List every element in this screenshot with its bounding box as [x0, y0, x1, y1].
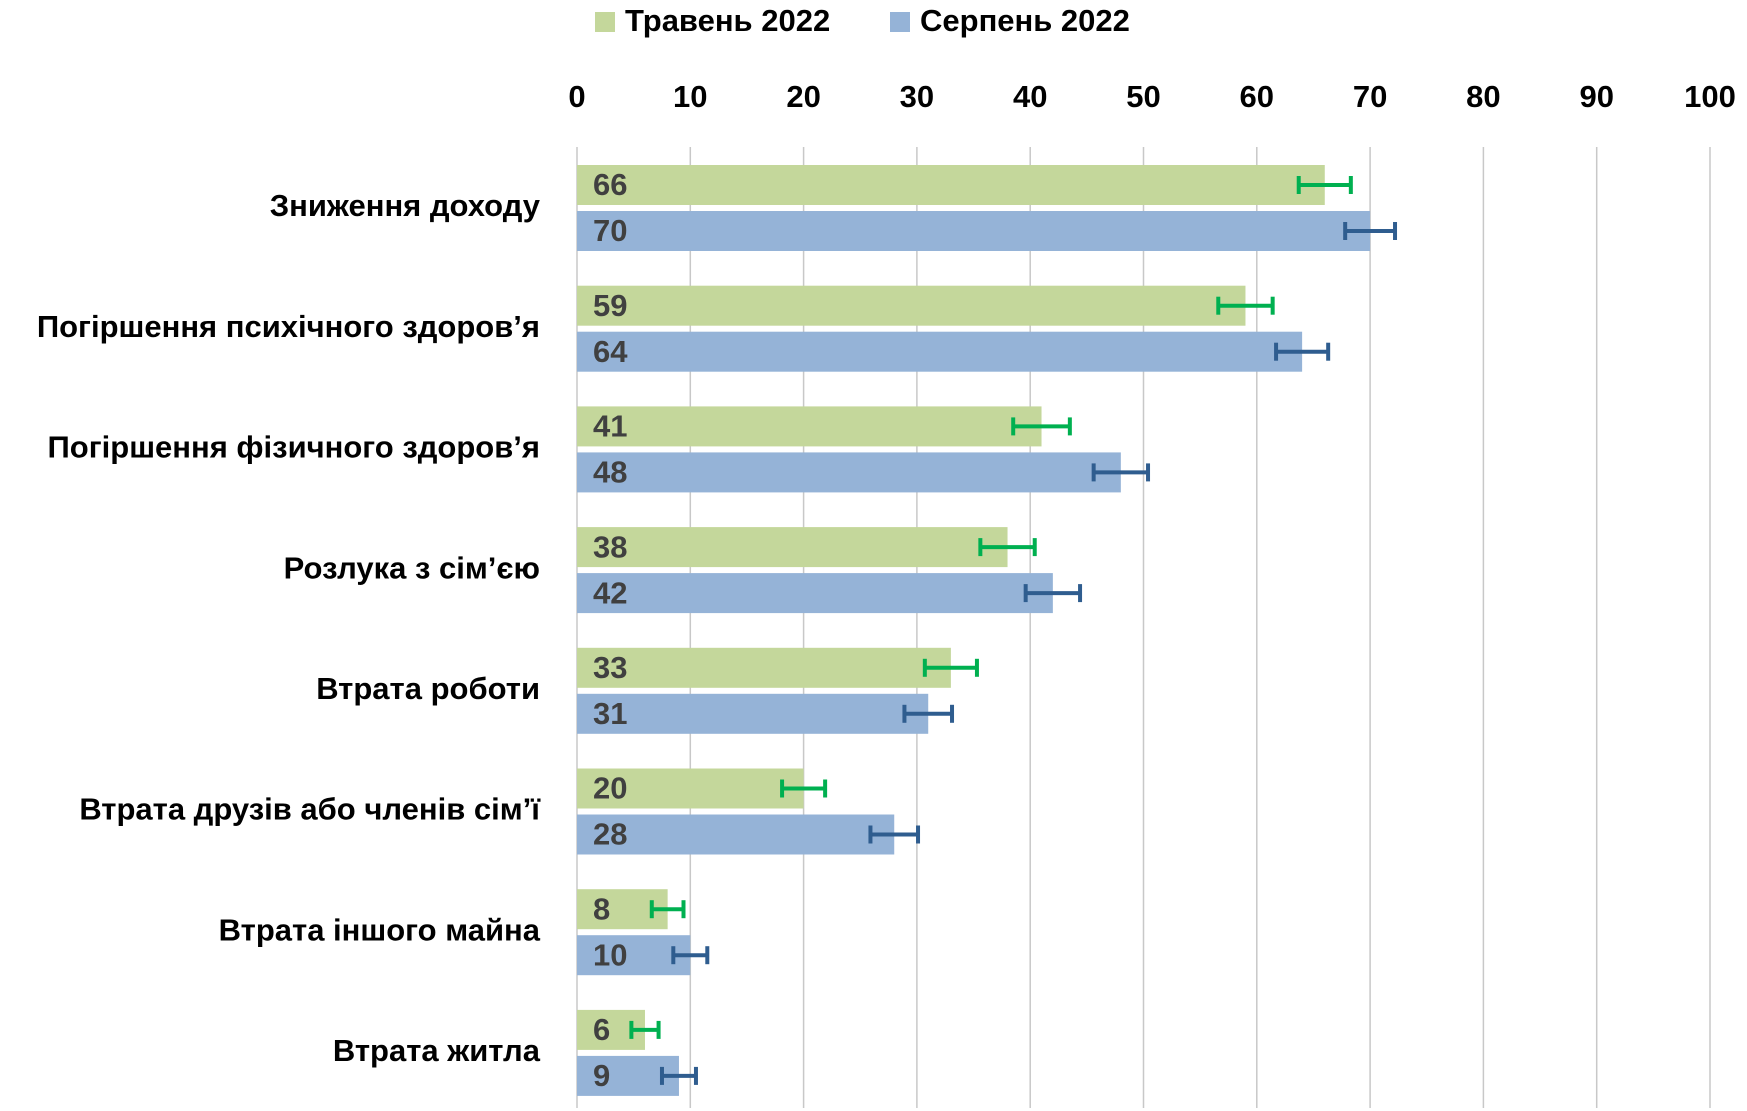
category-label: Розлука з сім’єю	[284, 550, 540, 585]
category-label: Втрата роботи	[316, 671, 540, 706]
x-tick-label: 10	[673, 79, 707, 114]
error-bar	[1274, 342, 1331, 361]
value-label: 33	[593, 650, 627, 685]
error-bar	[902, 704, 955, 723]
value-label: 20	[593, 771, 627, 806]
bar	[577, 527, 1008, 568]
error-bar	[629, 1020, 661, 1039]
error-bar	[659, 1066, 698, 1085]
x-tick-label: 30	[900, 79, 934, 114]
error-bar	[1023, 584, 1083, 603]
error-bar	[1296, 176, 1353, 194]
legend-label: Травень 2022	[625, 3, 830, 38]
bar	[577, 406, 1042, 447]
value-label: 31	[593, 696, 627, 731]
category-label: Погіршення психічного здоров’я	[37, 309, 540, 344]
bar	[577, 285, 1246, 326]
error-bar	[868, 825, 921, 844]
category-label: Втрата житла	[333, 1033, 541, 1068]
bar	[577, 452, 1121, 493]
category-label: Погіршення фізичного здоров’я	[48, 430, 540, 465]
category-label: Втрата іншого майна	[219, 912, 541, 947]
x-tick-label: 20	[786, 79, 820, 114]
legend-label: Серпень 2022	[920, 3, 1130, 38]
error-bar	[922, 658, 979, 677]
value-label: 42	[593, 575, 627, 610]
x-tick-label: 90	[1579, 79, 1613, 114]
value-label: 6	[593, 1012, 610, 1047]
x-tick-label: 70	[1353, 79, 1387, 114]
error-bar	[1091, 463, 1151, 482]
value-label: 10	[593, 937, 627, 972]
value-label: 8	[593, 891, 610, 926]
bar	[577, 693, 929, 734]
error-bar	[671, 946, 710, 965]
error-bar	[649, 900, 686, 919]
value-label: 66	[593, 167, 627, 202]
bar	[577, 211, 1371, 251]
bar	[577, 647, 951, 688]
legend-swatch	[595, 12, 615, 32]
value-label: 70	[593, 213, 627, 248]
x-tick-label: 80	[1466, 79, 1500, 114]
category-label: Втрата друзів або членів сім’ї	[79, 792, 541, 827]
legend-swatch	[890, 12, 910, 32]
error-bar	[780, 779, 828, 798]
error-bar	[978, 538, 1037, 557]
x-tick-label: 40	[1013, 79, 1047, 114]
value-label: 59	[593, 288, 627, 323]
bar	[577, 165, 1325, 205]
error-bar	[1216, 296, 1275, 315]
bar	[577, 331, 1303, 372]
x-tick-label: 50	[1126, 79, 1160, 114]
value-label: 38	[593, 529, 627, 564]
x-tick-label: 0	[568, 79, 585, 114]
x-tick-label: 60	[1240, 79, 1274, 114]
value-label: 41	[593, 409, 627, 444]
x-tick-label: 100	[1684, 79, 1736, 114]
error-bar	[1011, 417, 1072, 436]
value-label: 28	[593, 817, 627, 852]
bar	[577, 768, 804, 809]
error-bar	[1343, 222, 1398, 240]
bar	[577, 573, 1053, 614]
category-label: Зниження доходу	[270, 188, 541, 223]
value-label: 9	[593, 1058, 610, 1093]
bar	[577, 814, 895, 855]
value-label: 48	[593, 455, 627, 490]
value-label: 64	[593, 334, 628, 369]
